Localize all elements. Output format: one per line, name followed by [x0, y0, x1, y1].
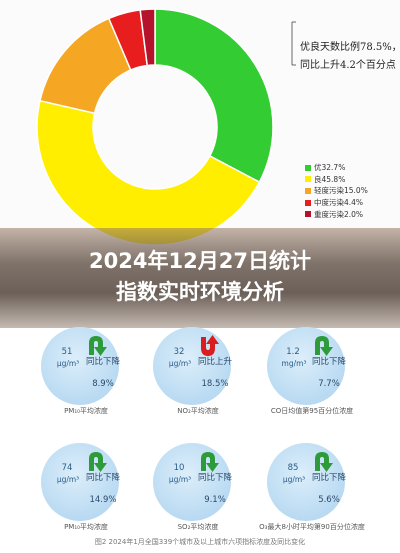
indicator-change-text: 同比下降 [198, 473, 233, 483]
indicator-label: NO₂平均浓度 [177, 407, 219, 415]
indicator-label: O₃最大8小时平均第90百分位浓度 [259, 523, 365, 531]
indicator-cell: 51 μg/m³ 同比下降 8.9% PM₁₀平均浓度 [24, 327, 148, 417]
indicator-unit: μg/m³ [168, 359, 192, 368]
indicator-circle: 1.2 mg/m³ 同比下降 7.7% [267, 327, 347, 405]
trend-down-arrow-icon [89, 336, 107, 356]
trend-down-arrow-icon [89, 452, 107, 472]
indicator-label: PM₁₀平均浓度 [64, 523, 108, 531]
legend-item: 优32.7% [305, 162, 368, 174]
indicator-change-text: 同比下降 [312, 473, 347, 483]
indicator-change-pct: 18.5% [201, 379, 229, 389]
trend-down-arrow-icon [315, 452, 333, 472]
indicator-value: 32 [173, 347, 185, 357]
indicator-circle: 85 μg/m³ 同比下降 5.6% [267, 443, 347, 521]
indicator-label: SO₂平均浓度 [177, 523, 219, 531]
ratio-annotation-line-1: 优良天数比例78.5%， [300, 42, 400, 53]
indicator-cell: 85 μg/m³ 同比下降 5.6% O₃最大8小时平均第90百分位浓度 [250, 443, 374, 533]
donut-slice-5 [139, 8, 156, 67]
indicator-circle: 51 μg/m³ 同比下降 8.9% [41, 327, 121, 405]
ratio-annotation-line-2: 同比上升4.2个百分点 [300, 60, 396, 71]
indicator-change-pct: 14.9% [89, 495, 117, 505]
indicator-arrow [310, 333, 336, 363]
indicator-value: 51 [61, 347, 73, 357]
indicator-cell: 1.2 mg/m³ 同比下降 7.7% CO日均值第95百分位浓度 [250, 327, 374, 417]
indicator-cell: 74 μg/m³ 同比下降 14.9% PM₁₀平均浓度 [24, 443, 148, 533]
indicator-unit: μg/m³ [56, 359, 80, 368]
indicator-change-pct: 8.9% [92, 379, 114, 389]
indicator-cell: 32 μg/m³ 同比上升 18.5% NO₂平均浓度 [136, 327, 260, 417]
indicator-value: 85 [287, 463, 299, 473]
chart-panel: 优良天数比例78.5%， 同比上升4.2个百分点 优32.7% 良45.8% 轻度污… [0, 0, 400, 250]
indicator-value: 1.2 [286, 347, 300, 357]
indicator-unit: μg/m³ [282, 475, 306, 484]
legend-item: 良45.8% [305, 174, 368, 186]
indicator-change-pct: 7.7% [318, 379, 340, 389]
banner-title-line-1: 2024年12月27日统计 [89, 249, 311, 273]
legend-label: 重度污染2.0% [314, 209, 364, 219]
indicator-circle: 74 μg/m³ 同比下降 14.9% [41, 443, 121, 521]
legend-swatch [305, 199, 311, 206]
indicator-change-text: 同比下降 [86, 357, 121, 367]
legend-item: 重度污染2.0% [305, 208, 368, 220]
banner-title: 2024年12月27日统计 指数实时环境分析 [0, 246, 400, 308]
trend-up-arrow-icon [201, 335, 219, 356]
legend-item: 中度污染4.4% [305, 197, 368, 209]
title-banner [0, 228, 400, 328]
trend-down-arrow-icon [315, 336, 333, 356]
indicator-label: CO日均值第95百分位浓度 [270, 407, 354, 415]
donut-slice-1 [154, 8, 274, 184]
indicator-arrow [84, 333, 110, 363]
indicator-change-pct: 5.6% [318, 495, 340, 505]
indicator-value: 74 [61, 463, 73, 473]
legend-label: 轻度污染15.0% [314, 186, 368, 196]
indicator-change-text: 同比上升 [198, 357, 233, 367]
indicator-cell: 10 μg/m³ 同比下降 9.1% SO₂平均浓度 [136, 443, 260, 533]
legend-label: 中度污染4.4% [314, 198, 364, 208]
indicator-unit: μg/m³ [56, 475, 80, 484]
legend-item: 轻度污染15.0% [305, 185, 368, 197]
indicator-circle: 10 μg/m³ 同比下降 9.1% [153, 443, 233, 521]
indicator-change-text: 同比下降 [312, 357, 347, 367]
indicator-arrow [84, 449, 110, 479]
indicator-arrow [196, 449, 222, 479]
figure-caption: 图2 2024年1月全国339个城市及以上城市六项指标浓度及同比变化 [94, 538, 306, 546]
legend-swatch [305, 211, 311, 218]
indicator-change-text: 同比下降 [86, 473, 121, 483]
legend-label: 优32.7% [314, 163, 346, 173]
legend-swatch [305, 187, 311, 194]
indicator-value: 10 [173, 463, 185, 473]
indicator-circle: 32 μg/m³ 同比上升 18.5% [153, 327, 233, 405]
indicator-unit: μg/m³ [168, 475, 192, 484]
indicator-change-pct: 9.1% [204, 495, 226, 505]
banner-title-line-2: 指数实时环境分析 [116, 280, 284, 304]
legend-swatch [305, 164, 311, 171]
legend-swatch [305, 176, 311, 183]
indicator-label: PM₁₀平均浓度 [64, 407, 108, 415]
donut-chart [36, 8, 274, 246]
indicator-unit: mg/m³ [281, 359, 307, 368]
legend-label: 良45.8% [314, 174, 346, 184]
indicator-arrow [310, 449, 336, 479]
indicator-arrow [196, 333, 222, 363]
chart-legend: 优32.7% 良45.8% 轻度污染15.0% 中度污染4.4% 重度污染2.0% [305, 162, 368, 220]
trend-down-arrow-icon [201, 452, 219, 472]
